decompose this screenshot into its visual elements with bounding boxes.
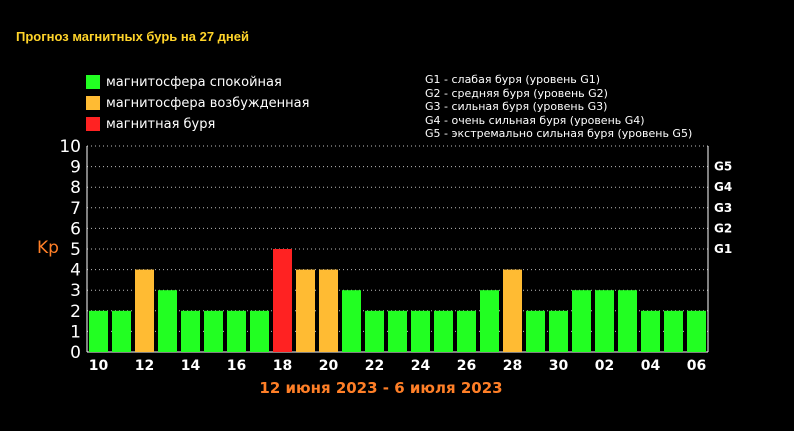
right-tick-label: G2 (714, 221, 732, 235)
bar (572, 290, 591, 352)
y-tick-label: 0 (70, 343, 81, 363)
bar (434, 310, 453, 352)
x-tick-label: 10 (89, 358, 109, 374)
bar (503, 269, 522, 352)
bar (296, 269, 315, 352)
x-tick-label: 02 (595, 358, 614, 374)
bar (388, 310, 407, 352)
legend-label-storm: магнитная буря (106, 116, 216, 132)
y-tick-label: 1 (70, 322, 81, 342)
x-tick-label: 26 (457, 358, 476, 374)
legend-swatch-calm (86, 75, 100, 89)
bar (595, 290, 614, 352)
bar (89, 310, 108, 352)
bar (342, 290, 361, 352)
bar (411, 310, 430, 352)
bar (365, 310, 384, 352)
legend-swatch-excited (86, 96, 100, 110)
y-tick-label: 3 (70, 281, 81, 301)
y-tick-label: 10 (59, 137, 81, 157)
legend-item-excited: магнитосфера возбужденная (86, 95, 309, 111)
bar (181, 310, 200, 352)
y-tick-label: 8 (70, 178, 81, 198)
x-tick-label: 30 (549, 358, 569, 374)
x-tick-label: 04 (641, 358, 661, 374)
right-tick-label: G5 (714, 160, 732, 174)
y-tick-label: 2 (70, 302, 81, 322)
bar (687, 310, 706, 352)
g-note-g2: G2 - средняя буря (уровень G2) (425, 86, 608, 100)
y-tick-label: 6 (70, 219, 81, 239)
g-note-g1: G1 - слабая буря (уровень G1) (425, 73, 601, 86)
y-tick-label: 5 (70, 240, 81, 260)
bar (526, 310, 545, 352)
bar (204, 310, 223, 352)
x-tick-label: 24 (411, 358, 431, 374)
y-tick-label: 7 (70, 199, 81, 219)
bar (457, 310, 476, 352)
legend-item-calm: магнитосфера спокойная (86, 74, 282, 90)
x-tick-label: 12 (135, 358, 154, 374)
bar (549, 310, 568, 352)
bar (273, 249, 292, 352)
bar (480, 290, 499, 352)
x-tick-label: 16 (227, 358, 246, 374)
g-note-g5: G5 - экстремально сильная буря (уровень … (425, 127, 693, 140)
legend-item-storm: магнитная буря (86, 116, 215, 132)
g-note-g4: G4 - очень сильная буря (уровень G4) (425, 113, 645, 127)
right-tick-label: G4 (714, 180, 732, 194)
bar (319, 269, 338, 352)
x-tick-label: 14 (181, 358, 201, 374)
chart-title: Прогноз магнитных бурь на 27 дней (16, 29, 249, 44)
x-tick-label: 22 (365, 358, 384, 374)
bar (112, 310, 131, 352)
x-tick-label: 28 (503, 358, 522, 374)
x-tick-label: 20 (319, 358, 339, 374)
x-tick-label: 18 (273, 358, 292, 374)
g-level-notes: G1 - слабая буря (уровень G1) G2 - средн… (425, 73, 692, 141)
bar (664, 310, 683, 352)
right-tick-label: G3 (714, 201, 732, 215)
bar (227, 310, 246, 352)
right-tick-label: G1 (714, 242, 732, 256)
legend-label-excited: магнитосфера возбужденная (106, 95, 310, 111)
y-tick-label: 4 (70, 261, 81, 281)
bar (618, 290, 637, 352)
bar (641, 310, 660, 352)
x-tick-label: 06 (687, 358, 706, 374)
date-range: 12 июня 2023 - 6 июля 2023 (259, 379, 503, 397)
bar (158, 290, 177, 352)
g-note-g3: G3 - сильная буря (уровень G3) (425, 100, 608, 113)
y-tick-label: 9 (70, 158, 81, 178)
bar (250, 310, 269, 352)
legend-swatch-storm (86, 117, 100, 131)
bar (135, 269, 154, 352)
y-axis-label: Kp (37, 238, 59, 258)
legend-label-calm: магнитосфера спокойная (106, 74, 282, 90)
